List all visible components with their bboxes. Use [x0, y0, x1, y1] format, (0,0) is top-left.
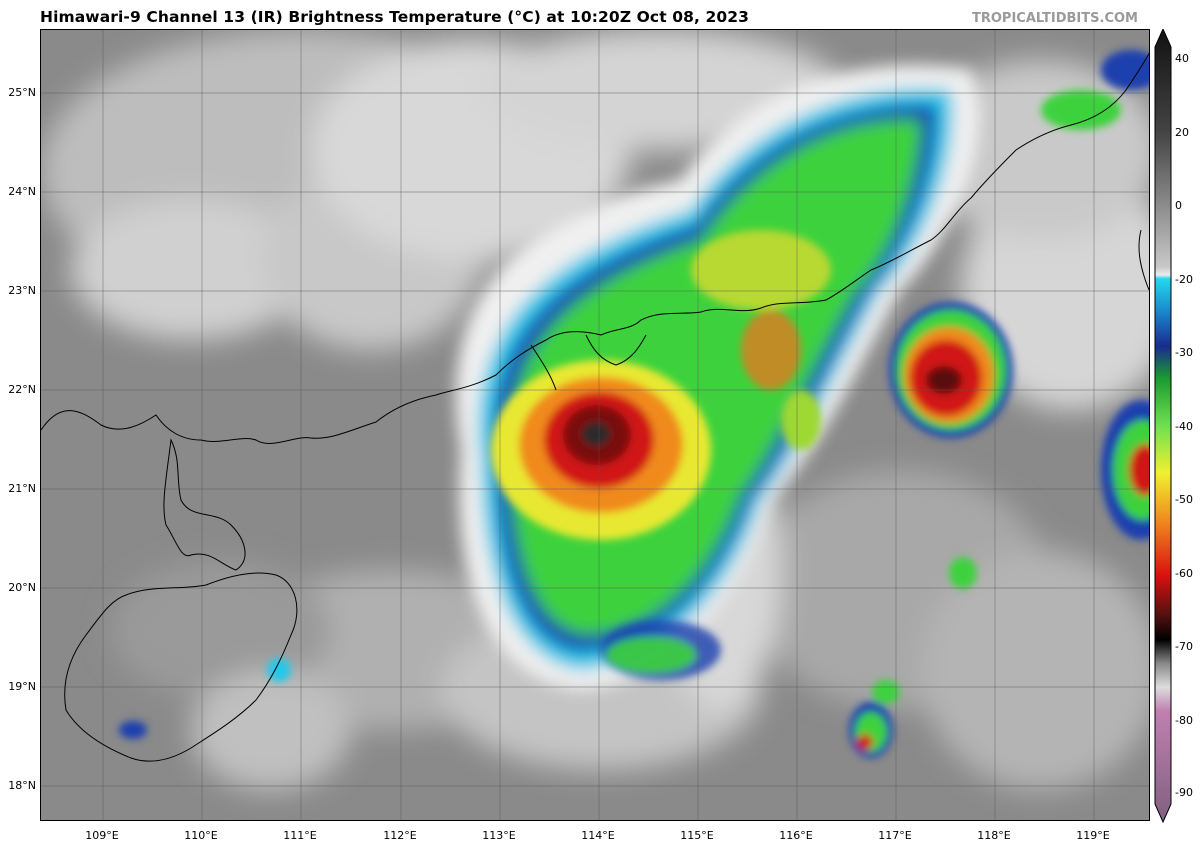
- colorbar-label-20: 20: [1175, 126, 1189, 139]
- lat-label-20: 20°N: [8, 581, 36, 594]
- colorbar-label-minus40: -40: [1175, 420, 1193, 433]
- colorbar-label-minus80: -80: [1175, 714, 1193, 727]
- lat-label-18: 18°N: [8, 779, 36, 792]
- east-convection: [889, 50, 1149, 540]
- colorbar-label-40: 40: [1175, 52, 1189, 65]
- lat-label-25: 25°N: [8, 86, 36, 99]
- lat-label-23: 23°N: [8, 284, 36, 297]
- satellite-map: [40, 29, 1150, 821]
- lat-label-19: 19°N: [8, 680, 36, 693]
- lon-label-114: 114°E: [581, 829, 615, 842]
- colorbar-label-minus60: -60: [1175, 567, 1193, 580]
- lon-label-113: 113°E: [482, 829, 516, 842]
- south-cells: [119, 557, 977, 758]
- colorbar-label-minus70: -70: [1175, 640, 1193, 653]
- lon-label-119: 119°E: [1076, 829, 1110, 842]
- lat-label-22: 22°N: [8, 383, 36, 396]
- colorbar-label-minus20: -20: [1175, 273, 1193, 286]
- map-title: Himawari-9 Channel 13 (IR) Brightness Te…: [40, 8, 750, 26]
- colorbar: [1154, 29, 1172, 824]
- lon-label-118: 118°E: [977, 829, 1011, 842]
- lon-label-109: 109°E: [85, 829, 119, 842]
- colorbar-label-0: 0: [1175, 199, 1182, 212]
- lat-label-21: 21°N: [8, 482, 36, 495]
- lon-label-115: 115°E: [680, 829, 714, 842]
- credit-label: TROPICALTIDBITS.COM: [972, 11, 1138, 26]
- colorbar-label-minus30: -30: [1175, 346, 1193, 359]
- colorbar-label-minus90: -90: [1175, 786, 1193, 799]
- lat-label-24: 24°N: [8, 185, 36, 198]
- lon-label-110: 110°E: [184, 829, 218, 842]
- lon-label-117: 117°E: [878, 829, 912, 842]
- lon-label-116: 116°E: [779, 829, 813, 842]
- typhoon-core: [491, 230, 831, 540]
- colorbar-label-minus50: -50: [1175, 493, 1193, 506]
- lon-label-112: 112°E: [383, 829, 417, 842]
- lon-label-111: 111°E: [283, 829, 317, 842]
- coastline: [41, 52, 1149, 762]
